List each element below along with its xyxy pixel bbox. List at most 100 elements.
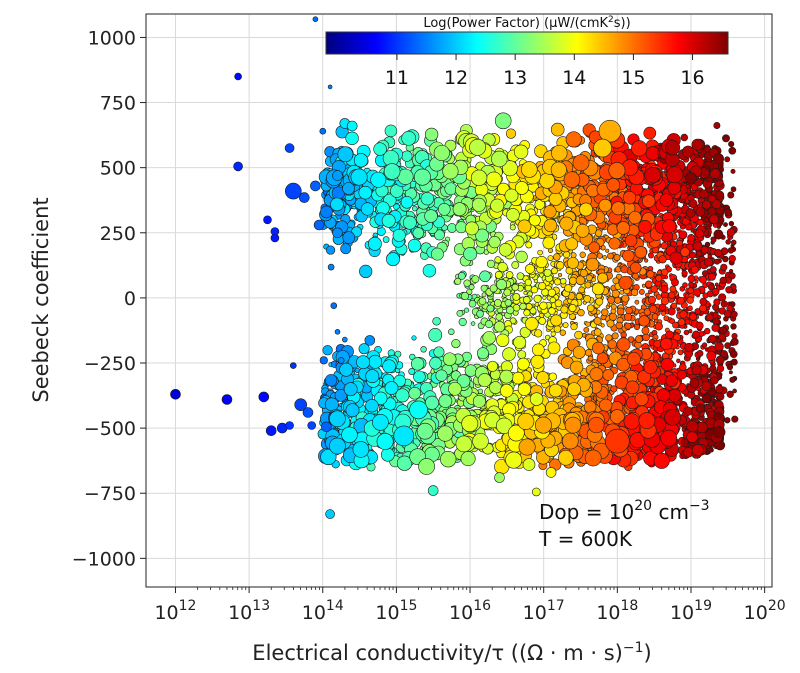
scatter-point: [341, 336, 348, 343]
scatter-point: [592, 341, 605, 355]
scatter-point: [660, 241, 669, 250]
scatter-point: [724, 342, 731, 349]
scatter-point: [638, 219, 652, 234]
scatter-point: [461, 351, 472, 362]
scatter-point: [730, 186, 737, 193]
scatter-point: [548, 192, 563, 206]
scatter-point: [422, 264, 437, 278]
scatter-point: [547, 255, 554, 262]
scatter-point: [392, 228, 406, 242]
scatter-point: [529, 307, 537, 315]
scatter-point: [660, 337, 673, 351]
scatter-point: [660, 429, 678, 447]
scatter-point: [342, 182, 355, 195]
scatter-point: [718, 293, 727, 302]
scatter-point: [700, 245, 709, 254]
scatter-point: [468, 299, 477, 308]
scatter-point: [630, 288, 639, 297]
scatter-point: [713, 426, 726, 439]
scatter-point: [723, 222, 728, 228]
scatter-point: [508, 424, 525, 442]
scatter-point: [461, 415, 479, 433]
scatter-point: [345, 403, 360, 418]
scatter-point: [326, 245, 336, 255]
scatter-point: [688, 251, 697, 259]
scatter-point: [370, 171, 387, 188]
scatter-point: [424, 209, 438, 223]
scatter-point: [350, 168, 368, 186]
scatter-point: [728, 146, 737, 155]
scatter-point: [568, 276, 578, 285]
scatter-point: [524, 278, 532, 286]
scatter-point: [358, 185, 373, 200]
scatter-point: [691, 365, 702, 376]
colorbar-ticks: 11 12 13 14 15 16: [385, 54, 705, 89]
scatter-point: [669, 285, 677, 293]
scatter-point: [386, 252, 400, 267]
scatter-point: [330, 302, 338, 310]
scatter-point: [495, 313, 503, 321]
scatter-point: [307, 421, 317, 430]
scatter-point: [679, 363, 687, 371]
scatter-point: [327, 84, 333, 90]
annotation-doping: Dop = 1020 cm−3: [539, 498, 710, 524]
scatter-point: [585, 257, 600, 272]
scatter-point: [360, 202, 375, 216]
scatter-point: [578, 286, 586, 294]
scatter-point: [693, 288, 702, 297]
scatter-point: [472, 433, 489, 450]
scatter-point: [564, 284, 573, 293]
scatter-point: [470, 321, 476, 326]
scatter-point: [687, 287, 694, 294]
colorbar-gradient: [325, 31, 729, 55]
scatter-point: [701, 381, 712, 392]
scatter-point: [320, 448, 337, 466]
scatter-point: [503, 288, 512, 297]
scatter-point: [447, 223, 457, 233]
scatter-point: [519, 302, 527, 311]
scatter-point: [407, 238, 422, 253]
scatter-point: [579, 251, 586, 258]
scatter-point: [455, 435, 473, 453]
scatter-point: [265, 425, 277, 437]
scatter-point: [342, 231, 356, 244]
scatter-point: [579, 202, 593, 217]
scatter-point: [638, 315, 650, 327]
scatter-point: [258, 391, 270, 403]
scatter-point: [233, 161, 243, 172]
scatter-point: [345, 131, 359, 145]
scatter-point: [729, 350, 738, 358]
scatter-point: [655, 274, 663, 282]
scatter-point: [511, 283, 519, 292]
scatter-point: [714, 258, 721, 265]
scatter-point: [496, 279, 508, 290]
scatter-point: [634, 299, 640, 305]
scatter-point: [696, 349, 704, 357]
scatter-point: [334, 328, 341, 335]
scatter-point: [463, 279, 471, 287]
scatter-point: [498, 243, 513, 257]
scatter-point: [625, 380, 640, 395]
scatter-point: [570, 323, 578, 331]
scatter-point: [533, 294, 542, 303]
scatter-point: [680, 133, 689, 142]
scatter-point: [609, 409, 625, 424]
scatter-point: [310, 180, 321, 192]
scatter-point: [548, 307, 556, 315]
x-axis-title: Electrical conductivity/τ ((Ω · m · s)−1…: [252, 640, 651, 665]
scatter-point: [625, 306, 633, 315]
scatter-point: [538, 282, 547, 291]
scatter-point: [631, 140, 648, 157]
scatter-point: [711, 287, 720, 296]
scatter-point: [677, 349, 684, 356]
scatter-point: [482, 331, 496, 345]
scatter-point: [337, 357, 345, 364]
scatter-point: [550, 314, 563, 327]
scatter-point: [494, 472, 505, 483]
scatter-point: [718, 333, 726, 341]
scatter-point: [518, 438, 536, 456]
scatter-point: [327, 263, 335, 271]
scatter-point: [604, 428, 630, 454]
scatter-point: [613, 254, 621, 261]
scatter-point: [597, 272, 609, 284]
